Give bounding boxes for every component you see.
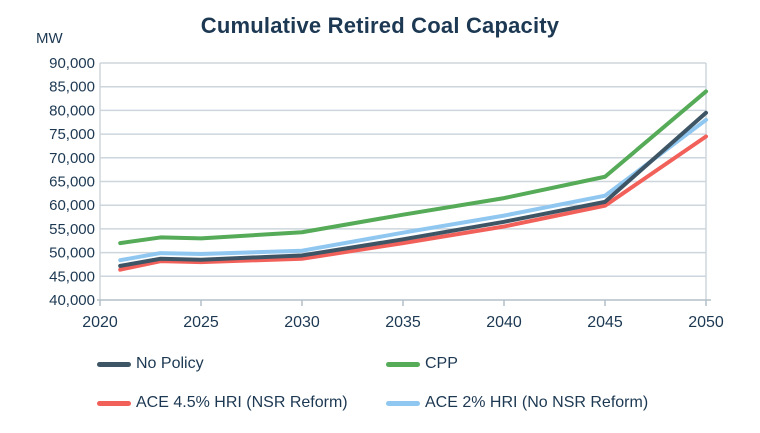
line-cpp (118, 89, 708, 246)
legend-item-ace-2-hri-no-nsr-reform: ACE 2% HRI (No NSR Reform) (386, 391, 687, 415)
legend-item-ace-4-5-hri-nsr-reform: ACE 4.5% HRI (NSR Reform) (97, 391, 386, 415)
x-tick-label: 2040 (486, 314, 522, 331)
legend-label: ACE 4.5% HRI (NSR Reform) (136, 394, 348, 411)
x-tick-label: 2045 (587, 314, 623, 331)
legend-label: CPP (425, 355, 458, 372)
line-ace-2-hri-no-nsr-reform (118, 117, 708, 263)
chart-legend: No Policy CPP ACE 4.5% HRI (NSR Reform) ACE… (97, 352, 687, 415)
y-tick-label: 45,000 (49, 268, 95, 285)
y-tick-label: 55,000 (49, 221, 95, 238)
y-tick-label: 85,000 (49, 79, 95, 96)
x-tick-label: 2025 (183, 314, 219, 331)
x-tick-label: 2050 (688, 314, 724, 331)
y-tick-label: 60,000 (49, 197, 95, 214)
y-tick-label: 40,000 (49, 292, 95, 309)
line-no-policy (118, 110, 708, 268)
y-axis-unit-label: MW (36, 30, 63, 47)
chart-title: Cumulative Retired Coal Capacity (200, 13, 560, 38)
x-tick-label: 2020 (82, 314, 118, 331)
legend-label: No Policy (136, 355, 204, 372)
legend-swatch-no-policy (97, 361, 131, 367)
legend-label: ACE 2% HRI (No NSR Reform) (425, 394, 649, 411)
legend-item-no-policy: No Policy (97, 352, 386, 376)
y-tick-label: 70,000 (49, 150, 95, 167)
legend-swatch-cpp (386, 361, 420, 367)
legend-swatch-ace-4-5-hri-nsr-reform (97, 400, 131, 406)
y-tick-label: 80,000 (49, 102, 95, 119)
x-tick-label: 2030 (284, 314, 320, 331)
y-tick-label: 65,000 (49, 174, 95, 191)
x-tick-label: 2035 (385, 314, 421, 331)
legend-item-cpp: CPP (386, 352, 687, 376)
line-ace-4-5-hri-nsr-reform (118, 134, 708, 272)
y-tick-label: 75,000 (49, 126, 95, 143)
y-tick-label: 90,000 (49, 55, 95, 72)
legend-swatch-ace-2-hri-no-nsr-reform (386, 400, 420, 406)
y-tick-label: 50,000 (49, 245, 95, 262)
